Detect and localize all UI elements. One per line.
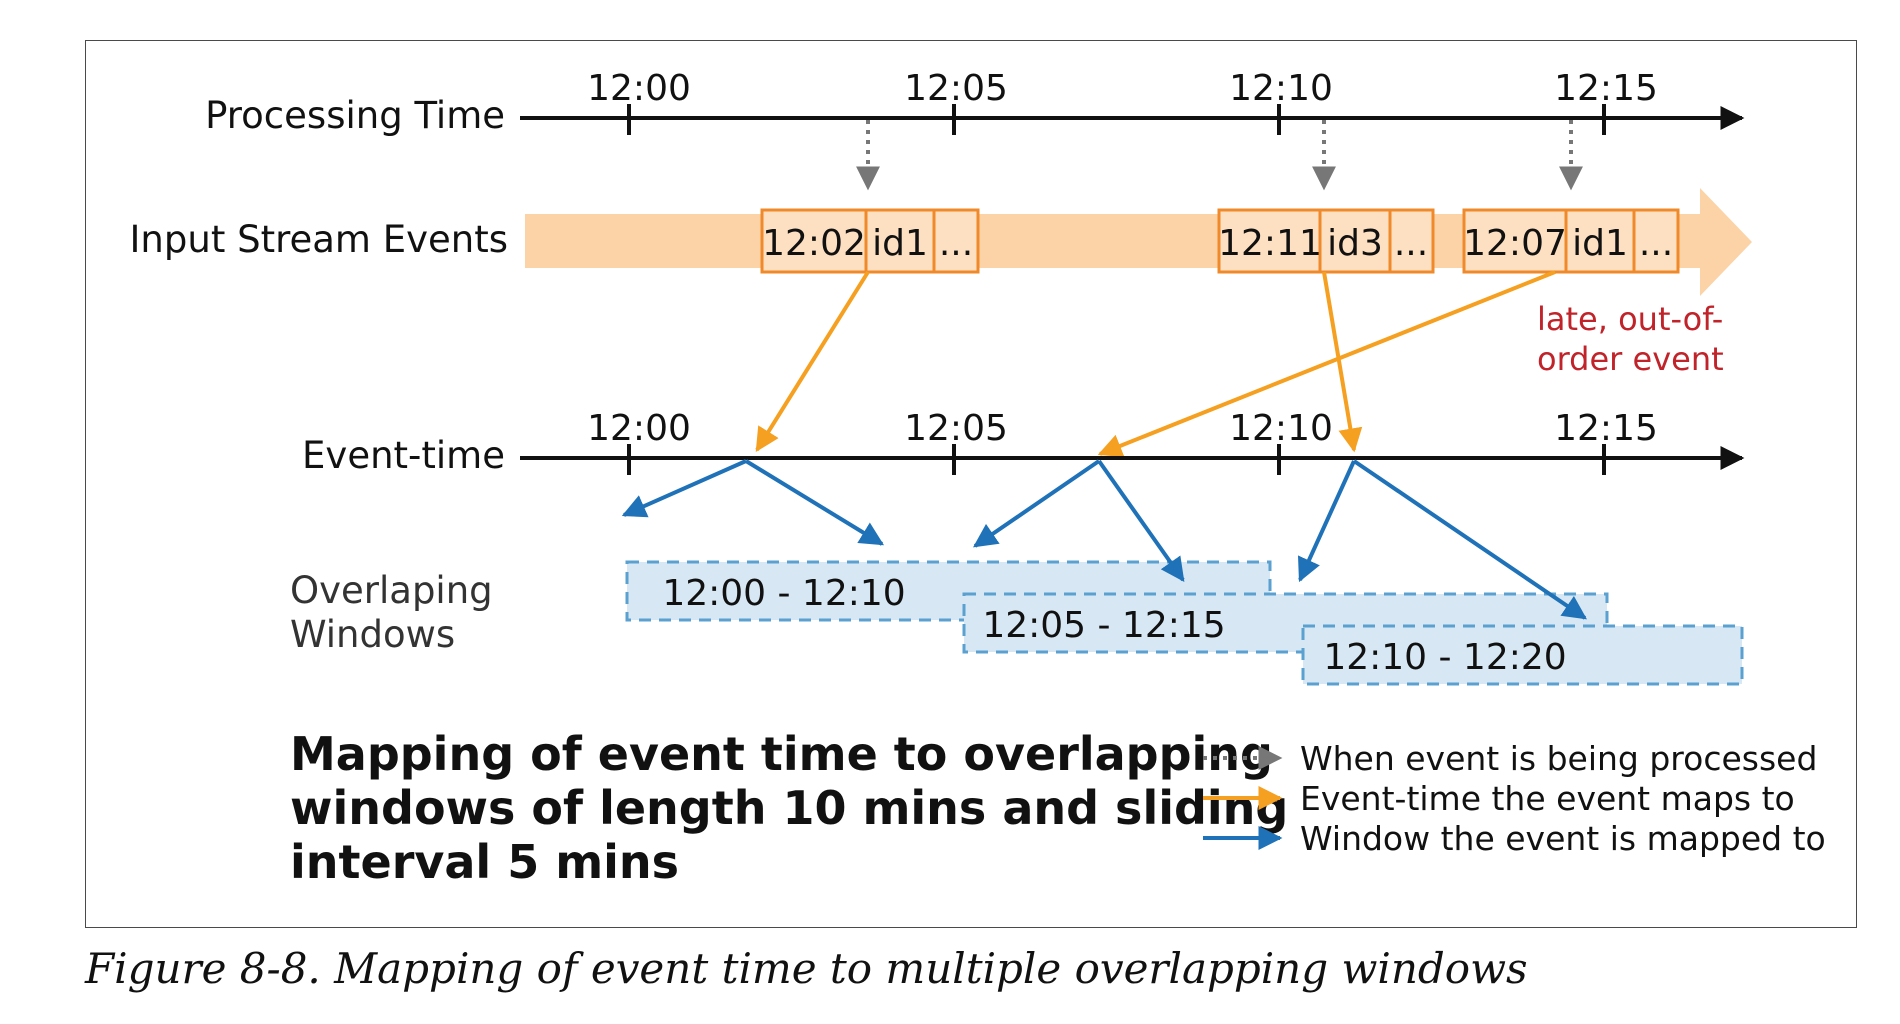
- event-more: ...: [939, 223, 973, 264]
- window-arrow: [973, 459, 1101, 548]
- diagram-title-line2: windows of length 10 mins and sliding: [290, 781, 1288, 835]
- window-label: 12:00 - 12:10: [662, 573, 905, 614]
- event-more: ...: [1639, 223, 1673, 264]
- legend-text: Event-time the event maps to: [1300, 779, 1795, 818]
- event-tick-label: 12:00: [587, 408, 691, 449]
- event-box: 12:11 id3 ...: [1217, 208, 1435, 274]
- event-ticks: 12:00 12:05 12:10 12:15: [587, 408, 1658, 475]
- windows-label-line2: Windows: [290, 613, 455, 656]
- processing-tick-label: 12:00: [587, 68, 691, 109]
- processing-tick-label: 12:15: [1554, 68, 1658, 109]
- event-box: 12:02 id1 ...: [760, 208, 980, 274]
- legend: When event is being processed Event-time…: [1203, 739, 1826, 858]
- event-time: 12:07: [1463, 223, 1567, 264]
- window-box: [1301, 624, 1744, 686]
- input-stream-label: Input Stream Events: [130, 218, 508, 261]
- legend-text: Window the event is mapped to: [1300, 819, 1826, 858]
- window-label: 12:05 - 12:15: [982, 605, 1225, 646]
- event-id: id1: [872, 223, 928, 264]
- window-arrow: [744, 459, 885, 546]
- figure-caption: Figure 8-8. Mapping of event time to mul…: [85, 944, 1528, 993]
- window-arrow: [621, 459, 747, 518]
- late-note-line1: late, out-of-: [1537, 300, 1723, 338]
- event-tick-label: 12:10: [1229, 408, 1333, 449]
- event-time: 12:11: [1218, 223, 1322, 264]
- event-time-arrow: [1097, 270, 1556, 458]
- event-box: 12:07 id1 ...: [1462, 208, 1680, 274]
- window-arrow: [1352, 459, 1587, 620]
- legend-text: When event is being processed: [1300, 739, 1817, 778]
- processing-tick-label: 12:05: [904, 68, 1008, 109]
- processing-ticks: 12:00 12:05 12:10 12:15: [587, 68, 1658, 135]
- event-more: ...: [1394, 223, 1428, 264]
- event-time-label: Event-time: [302, 434, 505, 477]
- diagram-frame: [85, 40, 1857, 928]
- diagram-title-line1: Mapping of event time to overlapping: [290, 727, 1273, 781]
- event-id: id3: [1327, 223, 1383, 264]
- window-label: 12:10 - 12:20: [1323, 637, 1566, 678]
- event-time-arrow: [755, 270, 870, 453]
- event-time-arrow: [1322, 271, 1363, 453]
- diagram-title-line3: interval 5 mins: [290, 835, 679, 889]
- event-id: id1: [1572, 223, 1628, 264]
- window-arrow: [1297, 460, 1356, 583]
- processing-tick-label: 12:10: [1229, 68, 1333, 109]
- late-note-line2: order event: [1537, 340, 1724, 378]
- event-tick-label: 12:05: [904, 408, 1008, 449]
- windows-label-line1: Overlaping: [290, 569, 493, 612]
- processing-time-label: Processing Time: [205, 94, 505, 137]
- window-arrow: [1097, 459, 1185, 582]
- event-time: 12:02: [762, 223, 866, 264]
- event-tick-label: 12:15: [1554, 408, 1658, 449]
